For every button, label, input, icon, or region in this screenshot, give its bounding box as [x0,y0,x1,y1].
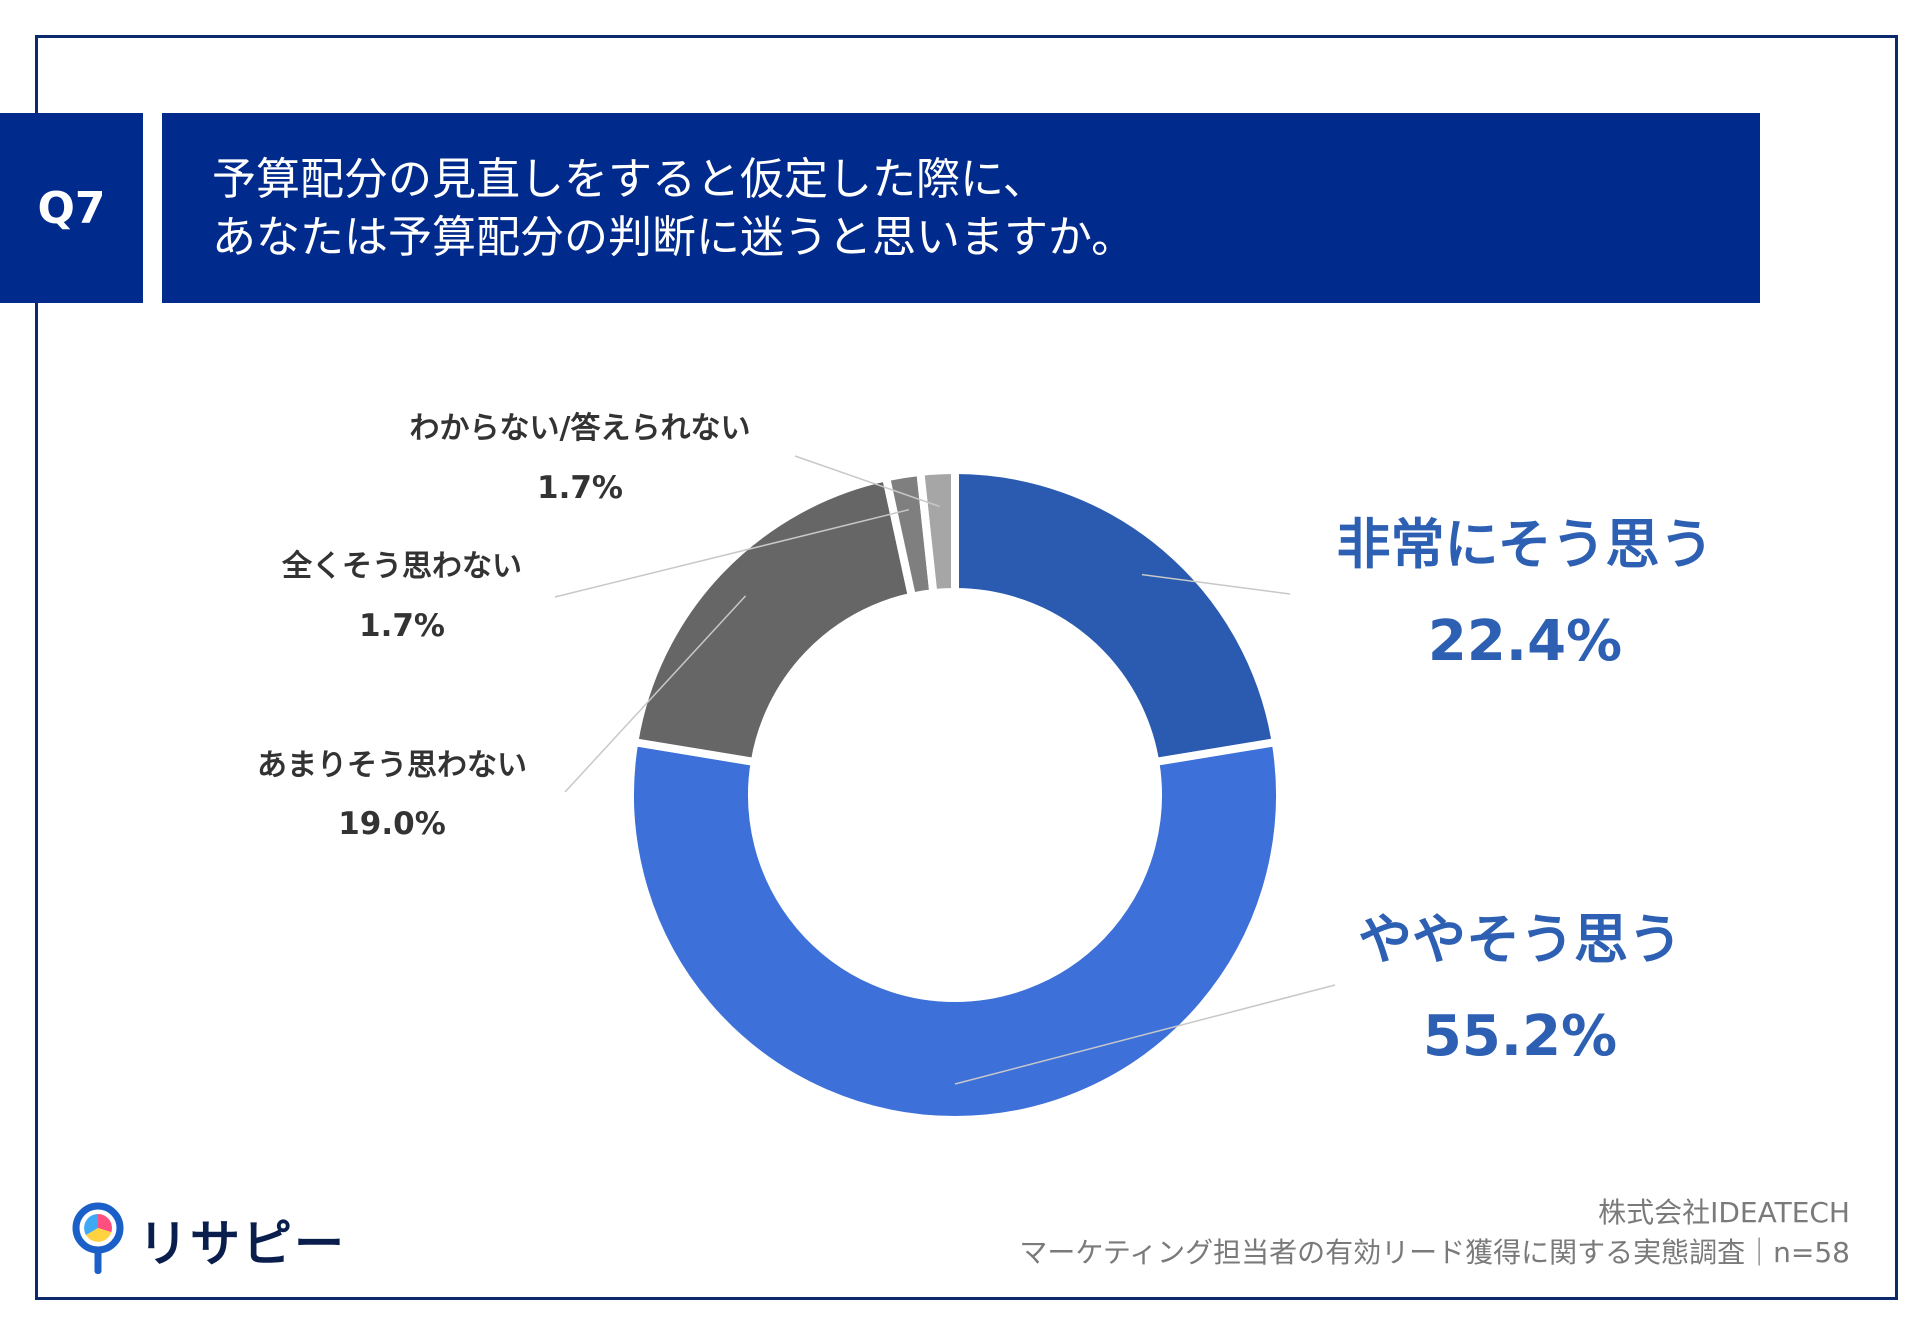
donut-slices [626,465,1284,1125]
question-line-1: 予算配分の見直しをすると仮定した際に、 [212,154,1047,205]
label-value-3: 1.7% [359,608,445,644]
footer-survey: マーケティング担当者の有効リード獲得に関する実態調査｜n=58 [1019,1236,1850,1269]
magnifier-pie-icon [72,1202,124,1274]
brand-logo-text: リサピー [138,1215,346,1273]
donut-slice-4 [915,465,959,598]
footer-company: 株式会社IDEATECH [1598,1196,1850,1229]
leader-lines [554,455,1336,1085]
label-value-1: 55.2% [1423,1004,1617,1069]
slide-frame [35,35,1898,1300]
label-category-4: わからない/答えられない [410,411,751,446]
leader-line-0 [1141,573,1291,595]
question-header: 予算配分の見直しをすると仮定した際に、 あなたは予算配分の判断に迷うと思いますか… [162,113,1760,303]
leader-line-1 [954,984,1336,1085]
donut-slice-1 [626,737,1284,1125]
leader-line-3 [554,508,910,598]
leader-line-2 [564,595,747,793]
question-line-2: あなたは予算配分の判断に迷うと思いますか。 [212,212,1136,263]
label-value-2: 19.0% [338,806,446,842]
label-category-3: 全くそう思わない [281,549,522,584]
brand-logo: リサピー [72,1202,346,1278]
label-value-4: 1.7% [537,470,623,506]
question-number: Q7 [0,113,143,303]
label-category-2: あまりそう思わない [257,748,527,783]
label-category-0: 非常にそう思う [1337,513,1714,576]
donut-slice-0 [951,465,1281,767]
label-category-1: ややそう思う [1358,908,1682,971]
label-value-0: 22.4% [1428,609,1622,674]
leader-line-4 [794,455,940,508]
footer-credit: 株式会社IDEATECH マーケティング担当者の有効リード獲得に関する実態調査｜… [1019,1193,1850,1273]
donut-slice-2 [629,472,917,767]
